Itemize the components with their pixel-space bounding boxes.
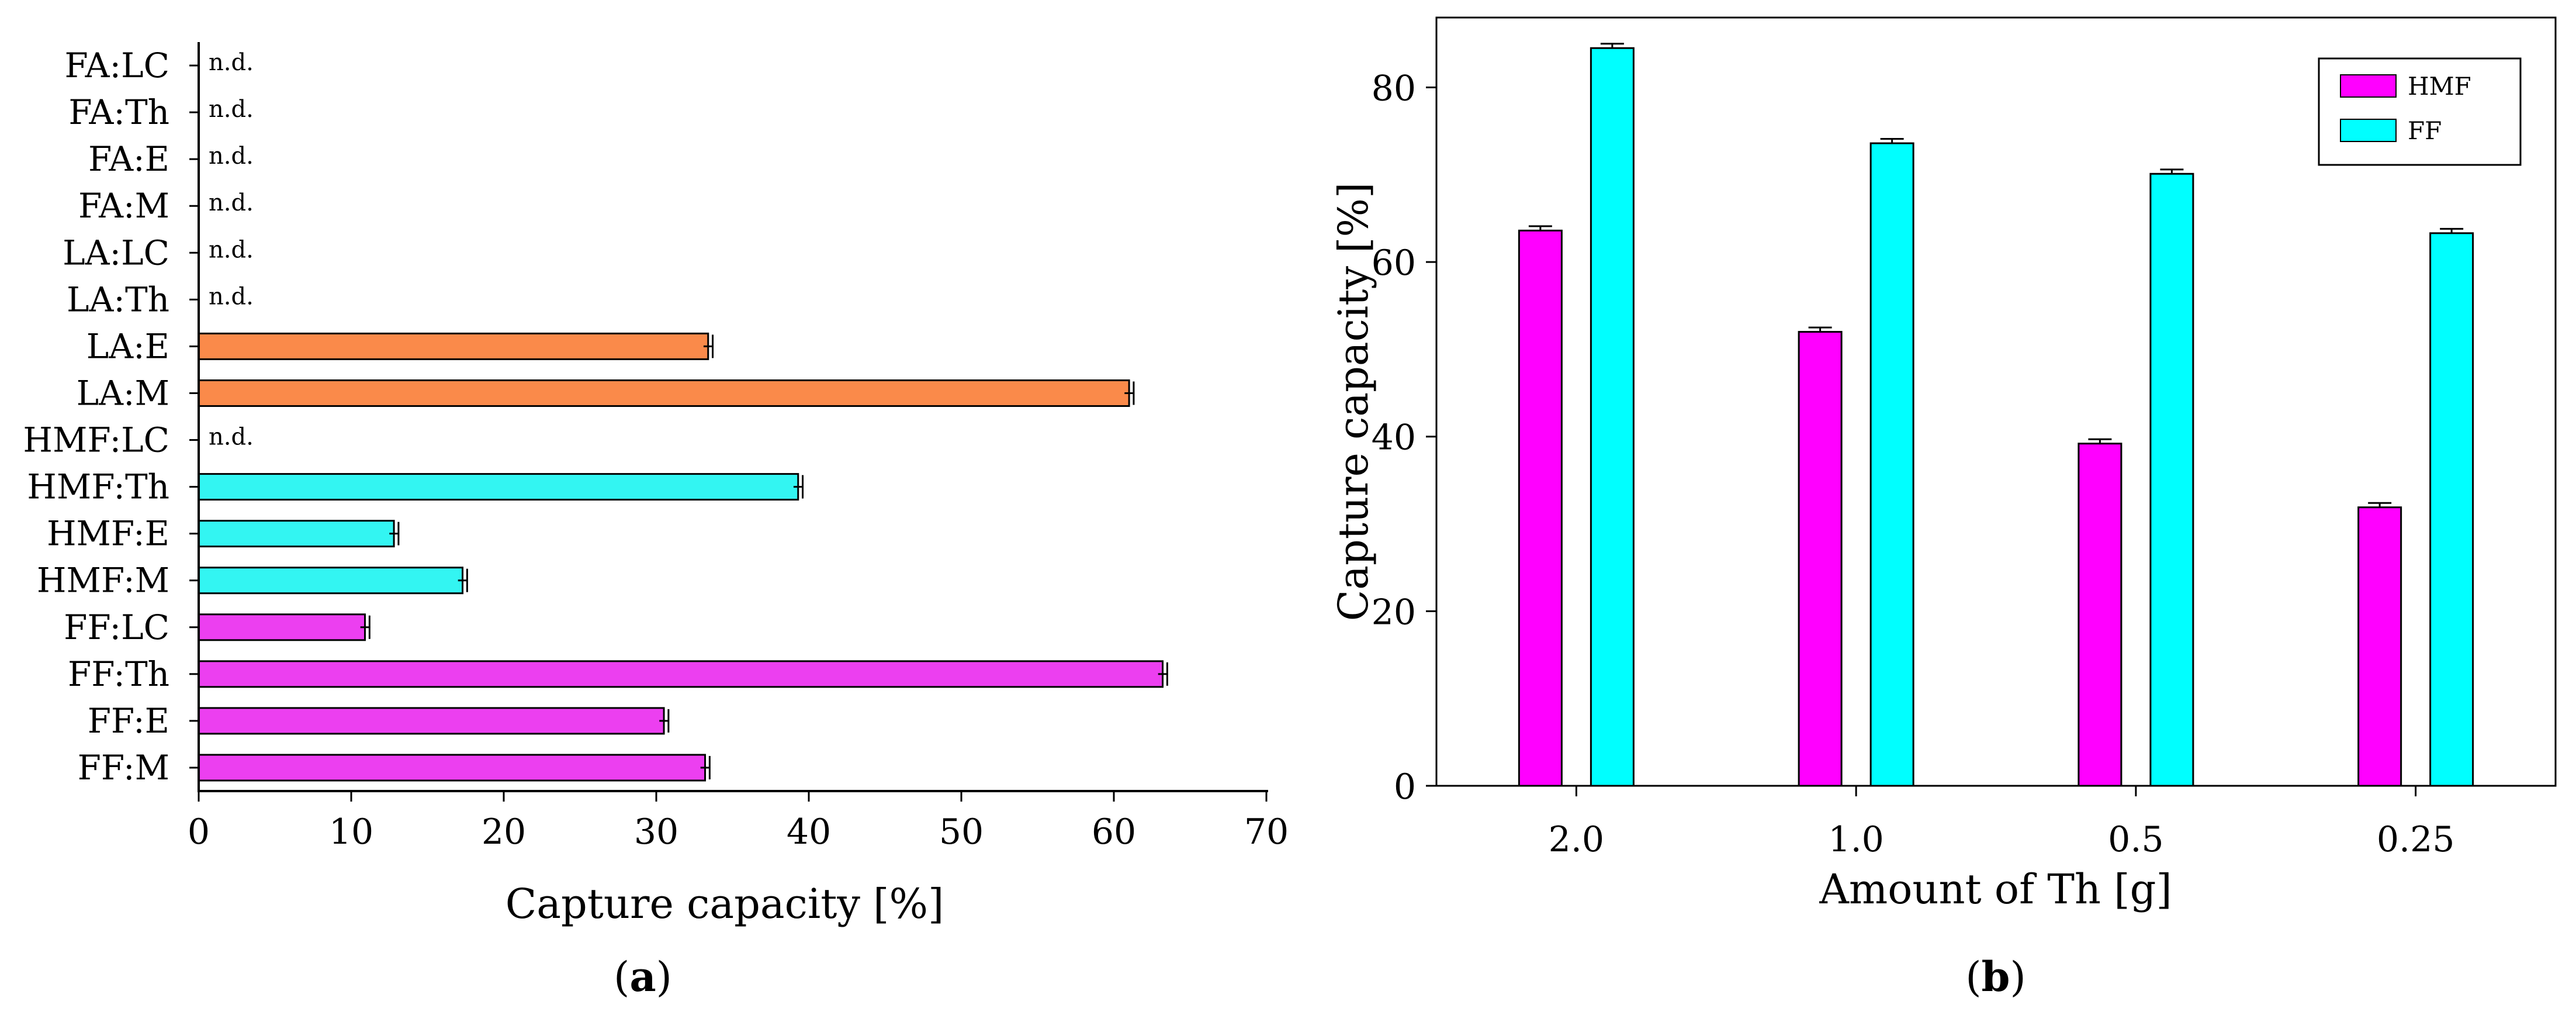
legend-frame [2318,57,2522,166]
panel-b-bar-chart: 0 20 40 60 80 2.0 1.0 0.5 0.25 Amount of Th [g]… [1329,16,2557,1001]
bar-ff-2-0 [1590,47,1635,787]
bar-ff-e [198,707,665,735]
panel-a-x-ticks: 0 10 20 30 40 50 60 70 [188,791,1289,852]
bar-ff-lc [198,613,366,641]
x-tick-label-50: 50 [939,812,984,852]
bar-hmf-1-0 [1798,331,1843,787]
x-tick-label-1-0: 1.0 [1828,819,1883,860]
x-tick-label-70: 70 [1244,812,1289,852]
y-tick-label-40: 40 [1372,417,1416,458]
category-label-hmf-e: HMF:E [47,514,169,554]
bar-hmf-2-0 [1518,229,1563,787]
bar-la-e [198,332,709,360]
x-tick-label-2-0: 2.0 [1549,819,1604,860]
category-label-ff-e: FF:E [88,701,169,741]
category-label-fa-lc: FA:LC [64,46,169,85]
legend-swatch-ff [2340,119,2397,142]
bar-hmf-e [198,520,395,548]
panel-b-label: (b) [1965,952,2026,1001]
y-tick-label-0: 0 [1394,767,1416,807]
bar-ff-th [198,660,1164,688]
bar-ff-0-5 [2149,172,2194,787]
panel-b-legend: HMF FF [2318,57,2522,166]
nd-label-hmf-lc: n.d. [209,424,254,451]
nd-label-la-th: n.d. [209,283,254,310]
x-tick-label-40: 40 [787,812,831,852]
category-label-fa-e: FA:E [88,139,169,179]
category-label-hmf-lc: HMF:LC [23,420,169,460]
panel-a-nd-labels: n.d. n.d. n.d. n.d. n.d. n.d. n.d. [209,49,254,451]
category-label-la-m: LA:M [77,373,169,413]
legend-label-hmf: HMF [2408,72,2471,101]
panel-a-error-bars [360,334,1168,779]
y-tick-label-20: 20 [1372,592,1416,633]
x-tick-label-10: 10 [329,812,373,852]
category-label-ff-lc: FF:LC [64,607,169,647]
nd-label-fa-e: n.d. [209,143,254,170]
panel-b-plot-frame [1435,16,2557,787]
category-label-hmf-m: HMF:M [37,561,169,600]
category-label-ff-m: FF:M [78,748,169,788]
legend-swatch-hmf [2340,74,2397,98]
panel-a-x-axis-title: Capture capacity [%] [505,880,944,928]
panel-b-error-bars [1528,43,2464,508]
category-label-hmf-th: HMF:Th [27,467,169,507]
category-label-la-th: LA:Th [67,279,169,319]
panel-a-bar-chart: n.d.n.d.n.d.n.d.n.d.n.d.n.d. FA:LCFA:ThF… [23,42,1289,1001]
bar-ff-m [198,754,707,782]
x-tick-label-30: 30 [634,812,678,852]
legend-label-ff: FF [2408,116,2442,145]
x-tick-label-0-25: 0.25 [2377,819,2455,860]
bar-ff-1-0 [1869,142,1914,787]
x-tick-label-60: 60 [1092,812,1136,852]
panel-b-x-ticks: 2.0 1.0 0.5 0.25 [1549,786,2455,860]
x-tick-label-0: 0 [188,812,210,852]
nd-label-fa-m: n.d. [209,189,254,216]
category-label-ff-th: FF:Th [68,654,169,694]
category-label-la-lc: LA:LC [63,233,169,272]
panel-b-y-ticks: 0 20 40 60 80 [1372,68,1436,807]
panel-b-y-axis-title: Capture capacity [%] [1329,182,1377,622]
bar-la-m [198,379,1130,407]
bar-hmf-th [198,473,799,501]
y-tick-label-80: 80 [1372,68,1416,109]
bar-ff-0-25 [2429,232,2474,787]
panel-a-bars [198,332,1164,782]
x-tick-label-0-5: 0.5 [2108,819,2163,860]
nd-label-fa-lc: n.d. [209,49,254,76]
category-label-fa-m: FA:M [78,186,169,226]
panel-a-label: (a) [614,952,672,1001]
nd-label-fa-th: n.d. [209,96,254,123]
panel-b-x-axis-title: Amount of Th [g] [1819,865,2172,913]
bar-hmf-0-25 [2357,506,2402,787]
y-tick-label-60: 60 [1372,243,1416,284]
category-label-fa-th: FA:Th [68,92,169,132]
bar-hmf-0-5 [2078,443,2123,787]
nd-label-la-lc: n.d. [209,236,254,263]
x-tick-label-20: 20 [482,812,526,852]
category-label-la-e: LA:E [86,326,169,366]
panel-a-category-ticks: FA:LC FA:Th FA:E FA:M LA:LC LA:Th LA:E LA:M HMF:… [23,46,199,788]
bar-hmf-m [198,567,464,595]
